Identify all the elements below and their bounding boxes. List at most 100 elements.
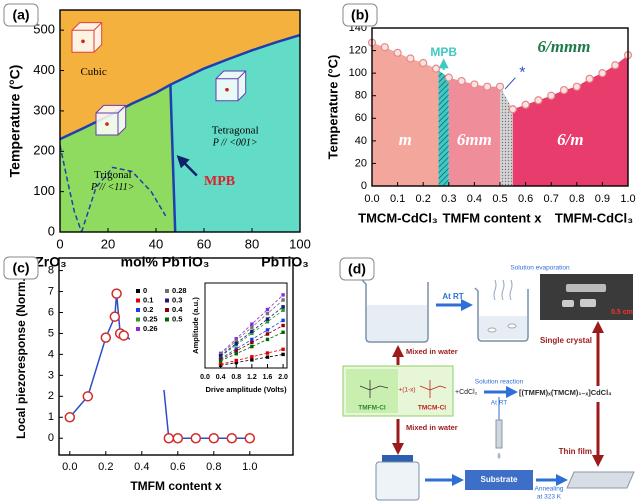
y-tick-label: 0: [48, 223, 55, 238]
y-axis-label: Temperature (°C): [7, 65, 23, 178]
x-tick-label: 0.4: [216, 374, 226, 381]
x-tick-label: 0.0: [62, 461, 77, 473]
x-tick-label: 60: [197, 236, 211, 251]
y-tick-label: 300: [33, 102, 55, 117]
data-point: [218, 354, 223, 358]
x-tick-label: 0.2: [98, 461, 113, 473]
x-tick-label: 0.4: [134, 461, 149, 473]
data-point: [234, 341, 238, 346]
step-label: Annealing: [535, 486, 564, 493]
y-tick-label: 100: [349, 67, 367, 79]
data-point: [250, 337, 254, 342]
legend-marker: [136, 308, 140, 312]
data-point: [250, 329, 254, 333]
data-point: [419, 58, 428, 68]
data-line: [220, 309, 284, 357]
data-point: [234, 337, 238, 341]
data-point: [265, 328, 270, 332]
y-tick-label: 8: [48, 264, 54, 276]
y-tick-label: 3: [48, 369, 54, 381]
legend-marker: [165, 317, 169, 322]
bottle-cap: [382, 455, 413, 463]
y-tick-label: 400: [33, 62, 55, 77]
vapor: [493, 279, 513, 301]
crystal-icon: [95, 104, 127, 136]
data-point: [100, 332, 112, 343]
data-point: [281, 305, 285, 309]
data-point: [534, 96, 543, 105]
crystal: [580, 299, 596, 307]
x-tick-label: 0.8: [206, 461, 221, 473]
y-tick-label: 0: [48, 432, 54, 444]
crystal-atom: [105, 122, 109, 126]
x-axis-label: TMFM content x: [130, 479, 222, 493]
data-point: [218, 359, 223, 363]
region-label: 6/m: [557, 130, 583, 149]
x-tick-label: 0.3: [441, 193, 456, 205]
data-point: [234, 339, 238, 343]
data-point: [234, 358, 238, 363]
region-label: m: [399, 130, 412, 149]
phase-region: [372, 42, 439, 186]
product: [(TMFM)ₓ(TMCM)₁₋ₓ]CdCl₃: [519, 388, 612, 397]
step-label: Single crystal: [540, 336, 592, 345]
data-point: [250, 322, 254, 326]
data-point: [234, 347, 238, 351]
legend-marker: [136, 317, 140, 322]
data-point: [234, 352, 238, 356]
legend-label: 0.4: [172, 305, 183, 314]
region-pattern: [438, 70, 449, 186]
substrate-box: [465, 470, 533, 490]
x-tick-label: 0.0: [200, 374, 210, 381]
bottle: [375, 461, 420, 501]
x-tick-label: 0.6: [518, 193, 533, 205]
y-axis-label: Local piezoresponse (Norm.): [14, 274, 28, 439]
legend-marker: [136, 298, 140, 303]
x-tick-label: 0: [56, 236, 63, 251]
phase-region: [448, 77, 500, 186]
step-label: at 323 K: [537, 494, 562, 501]
data-point: [208, 432, 220, 444]
data-point: [572, 82, 581, 91]
legend-label: 0.28: [172, 286, 187, 295]
x-tick-label: 1.0: [620, 193, 635, 205]
region-label: 6mm: [457, 130, 492, 149]
crystal-atom: [81, 39, 85, 44]
phase-sublabel: P // <111>: [90, 182, 135, 193]
data-point: [250, 331, 254, 336]
data-point: [547, 91, 556, 100]
data-point: [234, 349, 238, 353]
data-point: [281, 352, 285, 357]
y-tick-label: 2: [48, 390, 54, 402]
data-point: [190, 432, 202, 444]
data-point: [431, 64, 441, 73]
x-tick-label: 0.9: [595, 193, 610, 205]
phase-boundary: [80, 166, 167, 233]
x-tick-label: 100: [289, 236, 311, 251]
crystal: [507, 323, 517, 329]
beaker: [361, 279, 429, 343]
legend-label: 0.25: [143, 314, 158, 323]
data-point: [281, 308, 285, 312]
legend-label: 0.26: [143, 324, 158, 333]
thin-film: [566, 471, 635, 489]
phase-region: [60, 84, 176, 232]
y-tick-label: 5: [48, 327, 54, 339]
data-point: [281, 347, 285, 351]
x-tick-label: 20: [101, 236, 115, 251]
step-label: Solution reaction: [475, 379, 524, 386]
step-label: At RT: [442, 292, 463, 301]
data-point: [265, 320, 270, 324]
phase-label: Tetragonal: [212, 125, 259, 137]
data-line: [220, 306, 284, 357]
x-tick-label: 0.0: [364, 193, 379, 205]
data-line: [220, 331, 284, 362]
molecule: [359, 380, 389, 398]
plot-frame: [58, 257, 294, 456]
panel-label: (d): [348, 261, 366, 277]
substrate-label: Substrate: [481, 475, 518, 484]
data-point: [250, 340, 254, 345]
legend-marker: [165, 289, 169, 293]
y-tick-label: 6: [48, 306, 54, 318]
region-label: MPB: [430, 45, 457, 59]
